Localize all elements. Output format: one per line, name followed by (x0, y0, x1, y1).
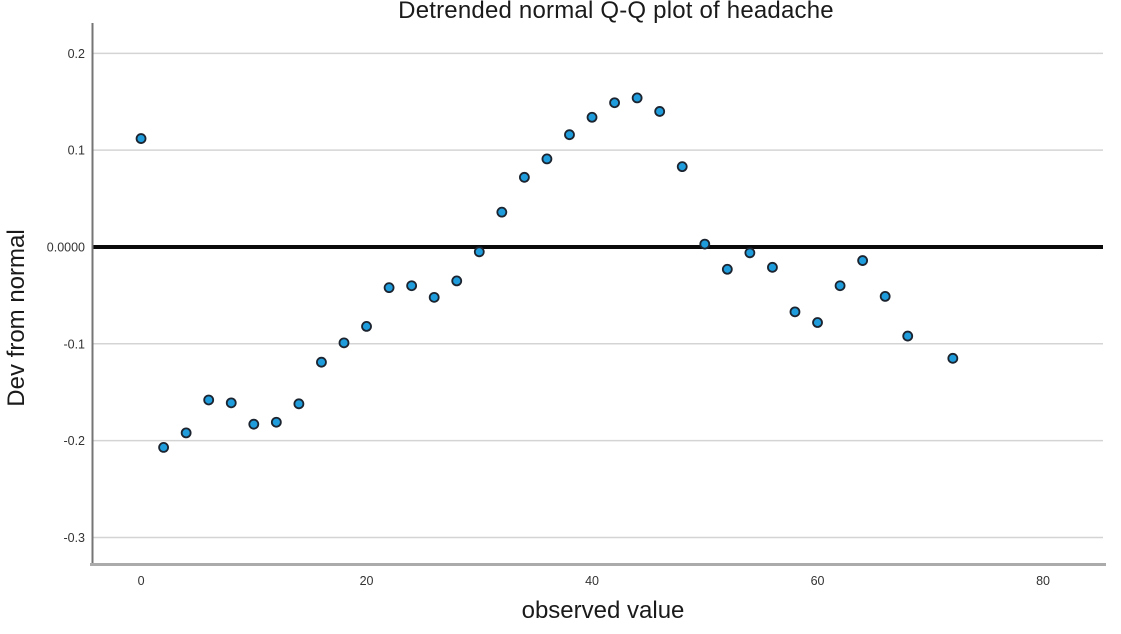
data-point (631, 92, 643, 104)
data-point (428, 291, 440, 303)
data-point (383, 282, 395, 294)
data-point (902, 330, 914, 342)
data-point (316, 356, 327, 368)
data-point (496, 206, 508, 218)
data-point (767, 261, 778, 273)
data-point (586, 111, 598, 123)
data-point (654, 106, 666, 117)
data-point (518, 171, 530, 183)
data-point (812, 317, 823, 328)
y-tick-label: 0.2 (68, 47, 85, 61)
chart-title: Detrended normal Q-Q plot of headache (398, 0, 834, 24)
x-tick-label: 80 (1036, 574, 1050, 588)
data-point (293, 398, 305, 410)
y-tick-label: 0.0000 (47, 240, 85, 254)
data-point (564, 129, 575, 141)
data-point (789, 306, 801, 318)
data-point (225, 397, 237, 409)
x-tick-label: 20 (360, 574, 374, 588)
data-point (451, 275, 463, 287)
data-point (248, 418, 260, 430)
data-point (834, 280, 846, 292)
y-tick-label: -0.2 (63, 434, 85, 448)
y-tick-label: 0.1 (68, 144, 85, 158)
data-point (744, 247, 756, 259)
data-point (879, 290, 891, 302)
data-point (857, 255, 869, 266)
data-point (721, 263, 733, 275)
data-point (609, 97, 620, 109)
data-point (338, 337, 350, 349)
data-point (473, 246, 485, 258)
x-axis-label: observed value (521, 597, 685, 624)
data-point (406, 280, 418, 292)
data-point (203, 394, 215, 406)
data-point (361, 320, 372, 332)
y-tick-label: -0.1 (63, 337, 85, 351)
data-point (135, 133, 147, 144)
data-point (947, 352, 959, 364)
data-point (541, 153, 553, 165)
y-tick-label: -0.3 (63, 531, 85, 545)
data-point (699, 238, 711, 250)
x-tick-label: 40 (585, 574, 599, 588)
data-point (676, 161, 688, 173)
data-point (158, 442, 169, 453)
x-tick-label: 60 (811, 574, 825, 588)
data-point (270, 416, 282, 428)
data-point (180, 427, 192, 439)
x-tick-label: 0 (138, 574, 145, 588)
